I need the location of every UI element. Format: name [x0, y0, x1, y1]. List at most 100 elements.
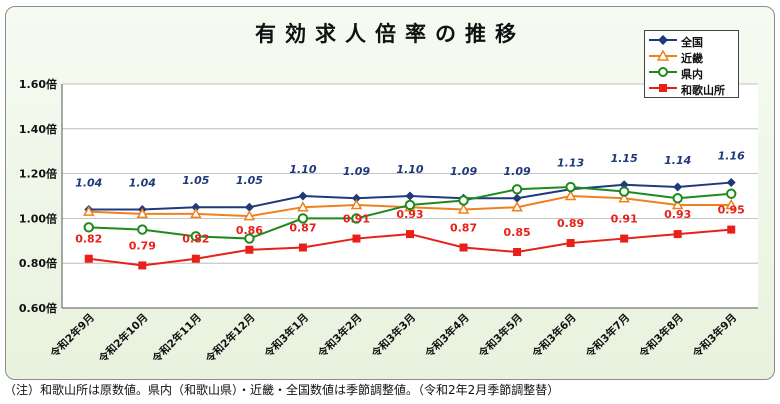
data-point	[405, 191, 415, 201]
legend-item-wakayama: 和歌山所	[645, 81, 738, 97]
data-point	[458, 195, 469, 206]
data-point	[191, 254, 200, 263]
x-tick-label: 令和3年2月	[315, 311, 365, 361]
data-label: 0.93	[664, 208, 691, 221]
data-point	[82, 205, 95, 216]
data-label: 1.04	[75, 176, 102, 189]
data-point	[618, 186, 630, 197]
data-label: 1.09	[343, 165, 370, 178]
data-label: 0.91	[343, 213, 370, 226]
data-point	[350, 198, 363, 210]
data-label: 0.93	[396, 208, 423, 221]
x-tick-label: 令和3年7月	[582, 311, 632, 361]
data-point	[726, 188, 737, 199]
data-point	[352, 234, 361, 243]
data-point	[404, 199, 416, 211]
data-point	[298, 191, 308, 201]
x-tick-label: 令和3年9月	[689, 311, 739, 361]
y-tick-label: 1.60倍	[19, 77, 57, 91]
x-tick-label: 令和3年8月	[636, 311, 686, 361]
data-label: 1.16	[718, 150, 745, 163]
legend-label: 全国	[681, 36, 703, 49]
data-point	[243, 210, 256, 221]
data-label: 0.86	[236, 224, 263, 237]
data-point	[564, 189, 577, 201]
data-point	[297, 201, 309, 212]
data-label: 1.15	[611, 152, 638, 165]
data-point	[136, 207, 149, 219]
data-label: 0.95	[718, 204, 745, 217]
legend-label: 和歌山所	[681, 84, 725, 97]
chart-legend: 全国 近畿 県内 和歌山所	[644, 30, 739, 98]
data-label: 1.05	[182, 174, 209, 187]
data-point	[512, 193, 522, 203]
data-point	[138, 261, 147, 270]
data-label: 1.09	[450, 165, 477, 178]
data-label: 1.10	[289, 163, 316, 176]
data-point	[298, 243, 307, 252]
data-point	[459, 243, 468, 252]
data-point	[511, 184, 523, 195]
data-point	[673, 230, 682, 239]
y-tick-label: 0.60倍	[19, 301, 57, 315]
x-tick-label: 令和3年3月	[368, 311, 418, 361]
data-label: 0.85	[504, 226, 531, 239]
data-label: 0.82	[75, 233, 102, 246]
data-point	[511, 201, 523, 212]
x-tick-label: 令和2年9月	[47, 311, 97, 361]
data-point	[725, 198, 738, 210]
data-point	[672, 193, 683, 204]
data-label: 0.87	[289, 222, 316, 235]
data-point	[190, 207, 202, 219]
data-point	[244, 202, 254, 212]
data-point	[351, 213, 362, 224]
data-point	[245, 245, 254, 254]
y-tick-label: 1.40倍	[19, 122, 57, 136]
data-point	[618, 192, 630, 203]
data-point	[673, 182, 683, 192]
x-tick-label: 令和3年6月	[529, 311, 579, 361]
legend-item-kennai: 県内	[645, 65, 738, 81]
data-point	[727, 225, 736, 234]
x-tick-label: 令和2年11月	[149, 311, 204, 366]
data-point	[137, 224, 148, 235]
data-label: 1.09	[504, 165, 531, 178]
data-label: 1.14	[664, 154, 691, 167]
data-point	[671, 198, 684, 210]
data-point	[565, 181, 576, 193]
data-label: 1.13	[557, 156, 584, 169]
data-point	[83, 222, 94, 233]
data-point	[726, 178, 736, 188]
data-point	[351, 193, 361, 203]
data-point	[566, 239, 575, 248]
y-tick-label: 1.00倍	[19, 211, 57, 225]
y-tick-label: 1.20倍	[19, 167, 57, 181]
data-point	[84, 254, 93, 263]
data-point	[620, 234, 629, 243]
legend-item-zenkoku: 全国	[645, 33, 738, 49]
chart-title: 有効求人倍率の推移	[255, 22, 525, 46]
data-label: 0.87	[450, 222, 477, 235]
data-point	[297, 213, 309, 224]
data-point	[191, 202, 201, 212]
x-tick-label: 令和3年1月	[261, 311, 311, 361]
x-tick-label: 令和3年4月	[422, 311, 472, 361]
legend-label: 県内	[681, 68, 703, 81]
data-point	[244, 233, 255, 244]
data-point	[513, 248, 522, 256]
footnote: （注）和歌山所は原数値。県内（和歌山県）・近畿・全国数値は季節調整値。（令和2年…	[4, 383, 560, 397]
data-label: 1.05	[236, 174, 263, 187]
data-label: 1.04	[129, 176, 156, 189]
x-tick-label: 令和2年12月	[202, 311, 257, 366]
x-tick-label: 令和3年5月	[475, 311, 525, 361]
data-label: 1.10	[396, 163, 423, 176]
data-point	[457, 203, 470, 214]
data-label: 0.91	[611, 213, 638, 226]
legend-label: 近畿	[681, 52, 703, 65]
data-point	[406, 230, 414, 239]
x-tick-label: 令和2年10月	[95, 311, 150, 366]
y-tick-label: 0.80倍	[19, 256, 57, 270]
data-point	[190, 231, 202, 242]
data-label: 0.82	[182, 233, 209, 246]
